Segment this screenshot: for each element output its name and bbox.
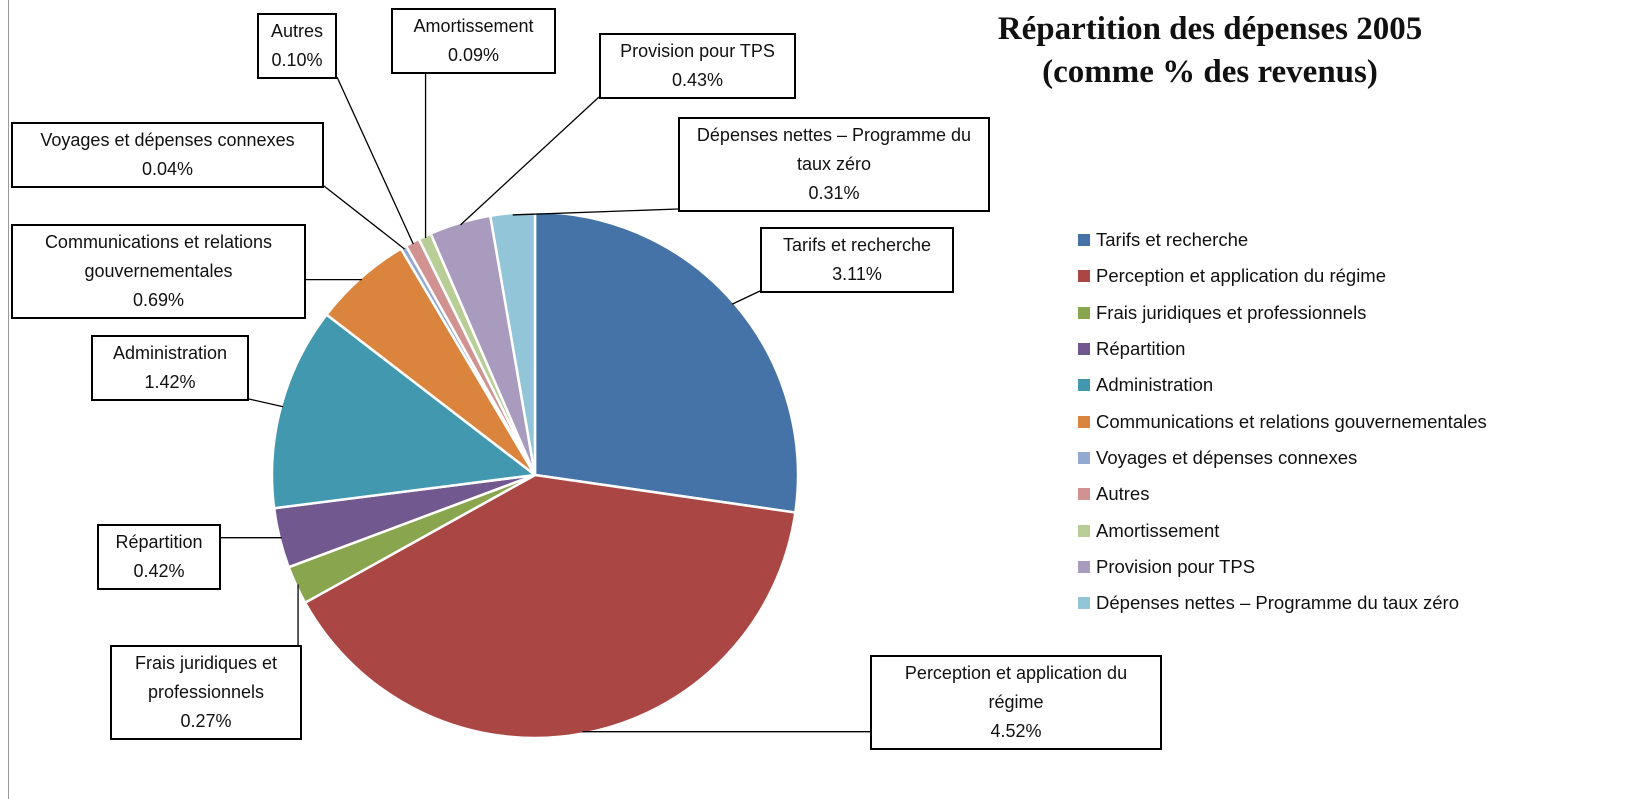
legend-label: Voyages et dépenses connexes — [1096, 446, 1358, 468]
data-label: Autres 0.10% — [257, 13, 337, 79]
data-label-name: Amortissement — [413, 16, 534, 36]
data-label-name: Frais juridiques et professionnels — [134, 653, 278, 702]
legend-swatch — [1078, 270, 1090, 283]
legend-swatch — [1078, 560, 1090, 573]
legend-item: Autres — [1078, 476, 1487, 512]
legend-label: Répartition — [1096, 338, 1186, 360]
legend-swatch — [1078, 488, 1090, 501]
legend-item: Voyages et dépenses connexes — [1078, 440, 1487, 476]
data-label-name: Voyages et dépenses connexes — [40, 130, 295, 150]
legend-swatch — [1078, 451, 1090, 464]
data-label-value: 0.04% — [141, 159, 194, 179]
data-label-value: 1.42% — [144, 372, 196, 392]
data-label-name: Provision pour TPS — [620, 41, 775, 61]
data-label-name: Perception et application du régime — [904, 663, 1128, 712]
data-label: Provision pour TPS 0.43% — [599, 33, 796, 99]
data-label-value: 0.27% — [180, 711, 232, 731]
data-label-value: 4.52% — [990, 721, 1042, 741]
data-label: Voyages et dépenses connexes 0.04% — [11, 122, 324, 188]
data-label-value: 0.69% — [132, 290, 185, 310]
legend-label: Amortissement — [1096, 519, 1220, 541]
data-label-value: 0.31% — [808, 183, 860, 203]
data-label: Dépenses nettes – Programme du taux zéro… — [678, 117, 990, 212]
legend-item: Communications et relations gouvernement… — [1078, 403, 1487, 439]
data-label-name: Administration — [112, 343, 228, 363]
legend-item: Administration — [1078, 367, 1487, 403]
chart-subtitle: (comme % des revenus) — [1042, 54, 1378, 90]
legend-item: Perception et application du régime — [1078, 258, 1487, 294]
legend-item: Répartition — [1078, 331, 1487, 367]
pie-slice — [488, 210, 537, 476]
legend-label: Autres — [1096, 483, 1150, 505]
page-edge — [8, 0, 9, 799]
data-label: Tarifs et recherche 3.11% — [760, 227, 954, 293]
leader-line — [248, 398, 284, 408]
pie-slice — [303, 473, 797, 740]
pie-slice — [533, 210, 800, 514]
legend-label: Dépenses nettes – Programme du taux zéro — [1096, 592, 1459, 614]
legend-swatch — [1078, 597, 1090, 610]
title-block: Répartition des dépenses 2005 (comme % d… — [960, 8, 1460, 94]
legend-swatch — [1078, 379, 1090, 392]
data-label: Répartition 0.42% — [97, 524, 221, 590]
legend-swatch — [1078, 415, 1090, 428]
legend-swatch — [1078, 524, 1090, 537]
data-label: Frais juridiques et professionnels 0.27% — [110, 645, 302, 740]
data-label-value: 0.43% — [671, 70, 724, 90]
leader-line — [336, 76, 414, 245]
data-label: Amortissement 0.09% — [391, 8, 556, 74]
legend-item: Frais juridiques et professionnels — [1078, 295, 1487, 331]
legend-label: Administration — [1096, 374, 1214, 396]
legend-item: Provision pour TPS — [1078, 549, 1487, 585]
legend-label: Perception et application du régime — [1096, 265, 1387, 287]
chart-title: Répartition des dépenses 2005 — [997, 11, 1423, 47]
data-label: Communications et relations gouvernement… — [11, 224, 306, 319]
legend-label: Communications et relations gouvernement… — [1096, 410, 1487, 432]
data-label-value: 0.09% — [447, 45, 500, 65]
legend-item: Dépenses nettes – Programme du taux zéro — [1078, 585, 1487, 621]
data-label-value: 0.10% — [271, 50, 323, 70]
data-label-name: Communications et relations gouvernement… — [44, 232, 273, 281]
data-label-value: 0.42% — [133, 561, 185, 581]
legend-item: Tarifs et recherche — [1078, 222, 1487, 258]
leader-line — [323, 185, 405, 250]
data-label-name: Tarifs et recherche — [782, 235, 932, 255]
data-label-name: Dépenses nettes – Programme du taux zéro — [696, 125, 972, 174]
legend: Tarifs et recherche Perception et applica… — [1078, 222, 1487, 621]
legend-swatch — [1078, 234, 1090, 247]
data-label: Perception et application du régime 4.52% — [870, 655, 1162, 750]
legend-label: Provision pour TPS — [1096, 555, 1256, 577]
data-label-name: Autres — [270, 21, 324, 41]
data-label: Administration 1.42% — [91, 335, 249, 401]
leader-line — [512, 208, 679, 216]
leader-line — [732, 290, 761, 305]
legend-label: Frais juridiques et professionnels — [1096, 301, 1367, 323]
leader-line — [460, 96, 600, 226]
data-label-value: 3.11% — [832, 264, 882, 284]
legend-swatch — [1078, 306, 1090, 319]
legend-label: Tarifs et recherche — [1096, 229, 1249, 251]
data-label-name: Répartition — [115, 532, 203, 552]
legend-item: Amortissement — [1078, 512, 1487, 548]
legend-swatch — [1078, 343, 1090, 356]
